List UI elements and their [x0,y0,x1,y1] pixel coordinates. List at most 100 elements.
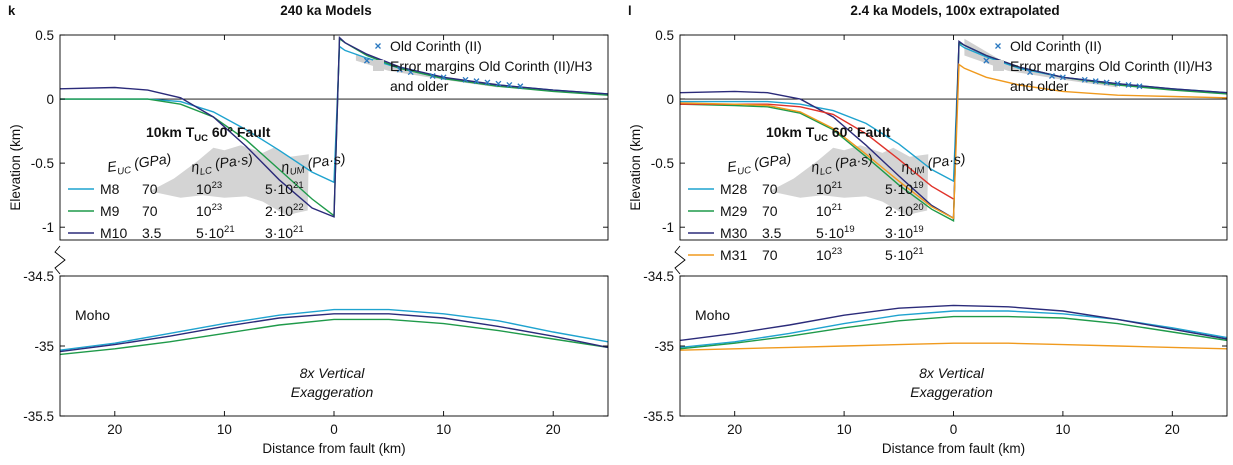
series-m8-moho [59,308,609,351]
x-axis-label: Distance from fault (km) [882,441,1025,456]
legend-swatch-error [373,60,384,71]
row-eta-lc: 1021 [816,202,842,219]
row-eta-lc-base: 5·10 [196,225,224,241]
series-m31-moho [679,342,1228,351]
xtick-label: 10 [436,422,451,437]
row-eta-um: 5·1021 [885,246,924,263]
row-e-uc: 70 [762,247,778,263]
ytick-label: 0 [666,92,674,107]
ytick-label: 0.5 [35,28,54,43]
y-axis-label: Elevation (km) [628,124,643,210]
row-eta-um: 2·1022 [265,202,304,219]
legend-entry-error-margins: Error margins Old Corinth (II)/H3 [390,58,592,74]
header-subscript: UC [737,165,752,178]
row-eta-lc: 1023 [816,246,842,263]
observation-marker [462,76,469,83]
row-eta-lc-exp: 19 [844,224,855,235]
observation-marker [407,69,414,76]
legend-swatch-error [993,60,1004,71]
observation-marker [506,82,513,88]
row-eta-um-exp: 20 [913,202,924,213]
legend-marker-old-corinth [995,43,1001,49]
observation-marker [1114,80,1121,87]
xtick-label: 20 [107,422,122,437]
row-eta-lc-exp: 21 [832,180,843,191]
row-eta-um-exp: 21 [293,224,304,235]
ytick-label: -35 [34,339,54,354]
row-eta-lc: 5·1021 [196,224,235,241]
exaggeration-label-2: Exaggeration [910,384,993,400]
ytick-label: -34.5 [23,269,54,284]
observation-marker [1059,74,1066,81]
ytick-label: 0.5 [655,28,674,43]
table-header-0: EUC (GPa) [726,150,792,179]
observation-marker [396,66,403,73]
y-axis-label: Elevation (km) [8,124,23,210]
series-m10-upper [59,36,609,218]
ytick-label: -1 [662,220,674,235]
series-m30-moho [679,304,1228,342]
fault-label: 10km TUC 60° Fault [766,124,891,144]
header-unit: (GPa) [749,150,792,172]
header-subscript: UM [289,165,305,178]
observation-marker [983,57,990,64]
observation-marker [1103,79,1110,86]
observation-marker [440,74,447,81]
row-eta-lc-base: 10 [816,203,832,219]
observation-marker [495,80,502,87]
row-eta-um: 5·1019 [885,180,924,197]
exaggeration-label-2: Exaggeration [291,384,374,400]
row-eta-lc-exp: 21 [832,202,843,213]
xtick-label: 0 [330,422,338,437]
observation-marker [1092,78,1099,85]
row-name: M31 [720,247,747,263]
row-eta-lc: 1021 [816,180,842,197]
xtick-label: 20 [727,422,742,437]
observation-marker [1081,76,1088,83]
xtick-label: 10 [1055,422,1070,437]
legend-entry-error-margins-cont: and older [390,78,449,94]
ytick-label: -34.5 [643,269,674,284]
row-eta-um-base: 3·10 [885,225,913,241]
axis-break-mark [674,245,686,275]
row-name: M29 [720,203,747,219]
observation-marker [363,57,370,64]
row-eta-um-exp: 19 [913,180,924,191]
ytick-label: -0.5 [31,156,54,171]
legend-entry-old-corinth: Old Corinth (II) [390,38,482,54]
table-header-2: ηUM (Pa·s) [900,150,967,179]
x-axis-label: Distance from fault (km) [262,441,405,456]
series-m10-moho [59,313,609,353]
header-subscript: UC [117,165,132,178]
row-eta-um: 3·1021 [265,224,304,241]
panel-k: k 240 ka Models 0.5 0 -0.5 -1 -34.5 -35 -35.5 20 1… [8,3,609,456]
table-header-1: ηLC (Pa·s) [810,151,874,179]
legend-entry-old-corinth: Old Corinth (II) [1010,38,1102,54]
observation-marker [1049,73,1055,79]
panel-l: l 2.4 ka Models, 100x extrapolated 0.5 0 -0.… [628,3,1228,456]
panel-letter: l [628,3,632,18]
row-eta-lc-base: 10 [816,181,832,197]
row-eta-um-base: 2·10 [265,203,293,219]
ytick-label: -35.5 [643,409,674,424]
row-eta-um-base: 5·10 [265,181,293,197]
row-name: M30 [720,225,747,241]
row-eta-um: 3·1019 [885,224,924,241]
row-e-uc: 70 [142,203,158,219]
row-eta-lc-exp: 21 [224,224,235,235]
row-e-uc: 3.5 [142,225,162,241]
row-e-uc: 70 [762,203,778,219]
row-eta-lc-exp: 23 [212,180,223,191]
header-symbol: η [810,158,820,175]
row-eta-lc-base: 10 [196,203,212,219]
header-symbol: η [280,158,290,175]
row-eta-lc-exp: 23 [212,202,223,213]
xtick-label: 20 [1165,422,1180,437]
row-eta-um-base: 2·10 [885,203,913,219]
observation-marker [1125,82,1132,88]
row-name: M8 [100,181,120,197]
ytick-label: -35 [654,339,674,354]
row-eta-lc: 1023 [196,180,222,197]
row-eta-um-exp: 21 [293,180,304,191]
